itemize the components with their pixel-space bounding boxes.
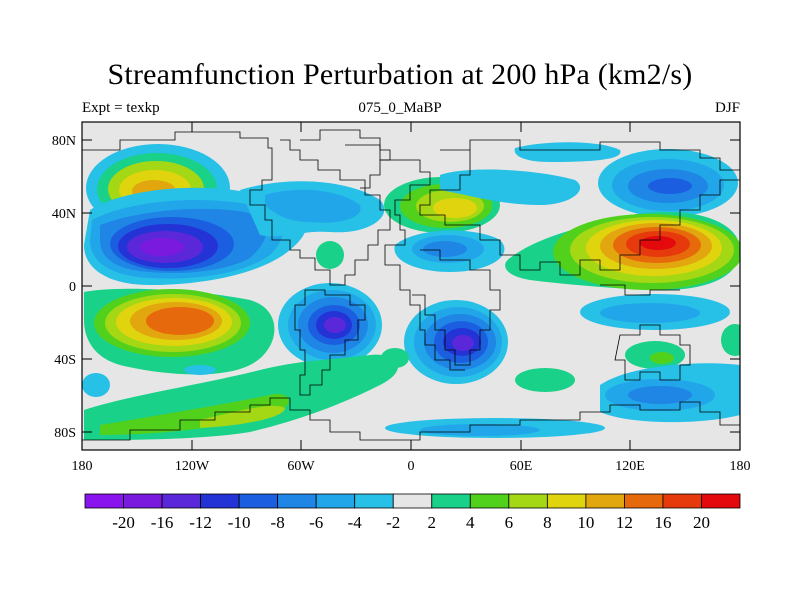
lon-label-60w: 60W bbox=[287, 459, 315, 474]
colorbar-label: -12 bbox=[189, 513, 212, 532]
colorbar-label: 2 bbox=[428, 513, 437, 532]
colorbar-label: 20 bbox=[693, 513, 710, 532]
season-label: DJF bbox=[714, 100, 740, 116]
colorbar-swatch bbox=[354, 493, 394, 509]
colorbar-swatch bbox=[84, 493, 124, 509]
coastlines bbox=[82, 129, 740, 441]
colorbar-swatch bbox=[392, 493, 433, 509]
map-panel bbox=[82, 122, 740, 450]
colorbar-label: 12 bbox=[616, 513, 633, 532]
colorbar-swatch bbox=[546, 493, 587, 509]
colorbar-swatch bbox=[469, 493, 510, 509]
lon-label-180e: 180 bbox=[730, 459, 751, 474]
contour-southern-ocean-band bbox=[84, 354, 399, 440]
colorbar-label: 10 bbox=[577, 513, 594, 532]
colorbar-swatch bbox=[624, 493, 664, 509]
lon-label-180w: 180 bbox=[72, 459, 93, 474]
lat-label-40s: 40S bbox=[54, 353, 76, 368]
colorbar-swatch bbox=[431, 493, 471, 509]
case-label: 075_0_MaBP bbox=[358, 100, 442, 116]
contour-southern-africa-low bbox=[404, 300, 508, 384]
lon-label-0: 0 bbox=[408, 459, 415, 474]
lon-label-120e: 120E bbox=[615, 459, 645, 474]
colorbar-label: -10 bbox=[228, 513, 251, 532]
contour-south-pacific-high bbox=[84, 288, 275, 375]
contour-australia-region bbox=[600, 341, 740, 423]
colorbar-swatch bbox=[662, 493, 702, 509]
colorbar-swatch bbox=[315, 493, 356, 509]
colorbar-label: -4 bbox=[348, 513, 363, 532]
colorbar-swatch bbox=[277, 493, 317, 509]
colorbar-label: 8 bbox=[543, 513, 552, 532]
lon-label-120w: 120W bbox=[175, 459, 210, 474]
lat-axis bbox=[82, 139, 740, 433]
contour-mexico-high bbox=[316, 241, 344, 269]
colorbar-label: 6 bbox=[505, 513, 514, 532]
colorbar-label: -8 bbox=[271, 513, 285, 532]
colorbar-swatch bbox=[585, 493, 625, 509]
contour-west-pacific-high bbox=[505, 211, 740, 291]
contour-south-america-low bbox=[278, 283, 382, 367]
lat-label-80s: 80S bbox=[54, 426, 76, 441]
lat-label-40n: 40N bbox=[52, 207, 76, 222]
colorbar-label: -6 bbox=[309, 513, 323, 532]
lon-label-60e: 60E bbox=[510, 459, 533, 474]
map-title: Streamfunction Perturbation at 200 hPa (… bbox=[107, 58, 693, 91]
colorbar-label: -20 bbox=[112, 513, 135, 532]
experiment-label: Expt = texkp bbox=[82, 100, 160, 116]
contour-east-asia-low bbox=[598, 149, 738, 217]
colorbar-label: 4 bbox=[466, 513, 475, 532]
colorbar-swatch bbox=[161, 493, 201, 509]
contour-north-africa-low bbox=[394, 230, 505, 272]
colorbar-swatch bbox=[701, 493, 741, 509]
colorbar-swatch bbox=[200, 493, 240, 509]
colorbar-swatch bbox=[238, 493, 279, 509]
lat-label-80n: 80N bbox=[52, 134, 76, 149]
colorbar: -20 -16 -12 -10 -8 -6 -4 -2 2 4 6 8 10 12 16 20 bbox=[84, 493, 741, 532]
lon-axis bbox=[81, 122, 741, 450]
lat-label-eq: 0 bbox=[69, 280, 76, 295]
colorbar-label: 16 bbox=[654, 513, 671, 532]
colorbar-swatch bbox=[123, 493, 163, 509]
colorbar-swatch bbox=[508, 493, 548, 509]
colorbar-label: -16 bbox=[151, 513, 174, 532]
colorbar-label: -2 bbox=[386, 513, 400, 532]
